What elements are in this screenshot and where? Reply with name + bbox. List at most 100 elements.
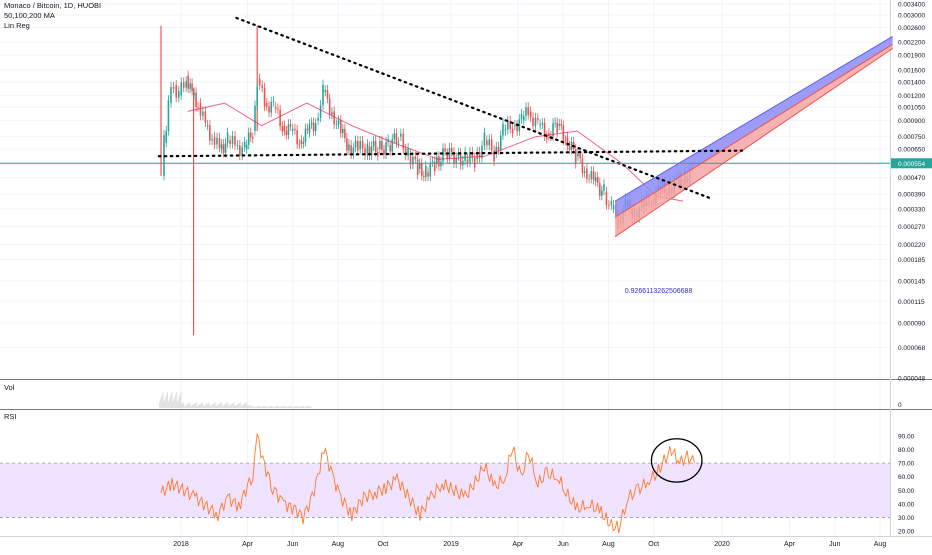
candle-body xyxy=(601,190,603,196)
candle-body xyxy=(389,145,391,152)
volume-bar xyxy=(183,402,185,408)
volume-bar xyxy=(233,402,235,408)
time-tick-label: 2018 xyxy=(173,541,189,548)
ma-indicator-label[interactable]: 50,100,200 MA xyxy=(4,11,55,20)
volume-bar xyxy=(256,406,257,408)
candle-body xyxy=(211,139,213,141)
volume-bar xyxy=(257,406,258,408)
candle-body xyxy=(285,131,288,135)
candle-body xyxy=(610,201,613,206)
candle-body xyxy=(560,123,563,126)
time-tick-label: 2019 xyxy=(443,541,459,548)
candle-body xyxy=(527,107,530,116)
volume-bar xyxy=(159,402,160,408)
candle-body xyxy=(281,126,284,132)
volume-bar xyxy=(299,406,301,408)
volume-bar xyxy=(177,402,178,408)
rsi-pane-label[interactable]: RSI xyxy=(4,412,17,421)
candle-body xyxy=(554,122,556,124)
price-tick-label: 0.003400 xyxy=(898,2,925,9)
candle-body xyxy=(256,86,258,106)
candle-body xyxy=(566,136,569,147)
volume-bar xyxy=(303,407,305,408)
candle-body xyxy=(442,148,444,162)
candle-body xyxy=(383,149,385,155)
volume-bar xyxy=(178,397,180,408)
candle-body xyxy=(368,146,371,156)
volume-bar xyxy=(309,405,311,408)
symbol-title[interactable]: Monaco / Bitcoin, 1D, HUOBI xyxy=(4,1,102,10)
volume-bar xyxy=(202,402,203,408)
candle-body xyxy=(537,117,539,120)
rsi-highlight-ellipse xyxy=(650,438,703,483)
linreg-indicator-label[interactable]: Lin Reg xyxy=(4,21,30,30)
candle-body xyxy=(495,146,498,154)
candle-body xyxy=(483,132,486,146)
candle-body xyxy=(261,85,263,88)
volume-bar xyxy=(171,392,173,408)
volume-bar xyxy=(281,406,283,408)
candle-body xyxy=(433,161,436,172)
rsi-pane: 90.00 80.00 70.00 60.00 50.00 40.00 30.00 20.00 xyxy=(0,434,915,536)
volume-bar xyxy=(265,405,266,408)
volume-bar xyxy=(186,404,188,408)
candle-body xyxy=(592,171,595,180)
candle-body xyxy=(481,145,483,158)
candle-body xyxy=(529,111,532,118)
volume-bar xyxy=(162,392,164,408)
volume-bar xyxy=(235,405,237,408)
volume-bar xyxy=(303,405,304,408)
volume-bar xyxy=(307,406,309,408)
time-tick-label: Apr xyxy=(512,541,524,548)
candle-body xyxy=(258,78,261,86)
volume-bar xyxy=(258,405,260,408)
candle-body xyxy=(466,159,469,163)
volume-bar xyxy=(216,405,218,408)
candle-body xyxy=(175,85,177,98)
volume-bar xyxy=(223,404,225,408)
candle-body xyxy=(191,83,193,91)
volume-bar xyxy=(220,403,221,408)
candle-body xyxy=(356,140,359,151)
volume-bar xyxy=(244,403,246,408)
volume-bar xyxy=(243,404,245,408)
candle-body xyxy=(314,123,317,132)
regression-channel-lower-line xyxy=(614,48,893,238)
volume-bar xyxy=(159,399,161,408)
candle-body xyxy=(245,144,248,150)
price-tick-label: 0.000750 xyxy=(898,134,925,141)
candle-body xyxy=(558,123,561,126)
price-tick-label: 0.000185 xyxy=(898,257,925,264)
volume-pane-label[interactable]: Vol xyxy=(4,383,15,392)
volume-bar xyxy=(204,405,205,408)
candle-body xyxy=(541,122,544,125)
volume-bar xyxy=(213,403,214,408)
volume-bar xyxy=(222,405,224,408)
candle-body xyxy=(414,156,417,160)
candle-body xyxy=(296,130,298,145)
price-tick-label: 0.001200 xyxy=(898,93,925,100)
volume-bar xyxy=(231,404,232,408)
candle-body xyxy=(337,120,340,125)
volume-bar xyxy=(180,392,182,408)
time-tick-label: Aug xyxy=(874,541,887,548)
candle-body xyxy=(418,163,421,169)
candle-body xyxy=(448,148,451,159)
candle-body xyxy=(612,205,615,209)
candle-body xyxy=(220,144,223,150)
candle-body xyxy=(328,98,331,115)
candle-body xyxy=(402,133,405,149)
volume-bar xyxy=(163,402,165,408)
candlesticks xyxy=(163,70,694,233)
candle-body xyxy=(239,145,241,156)
candle-body xyxy=(287,124,290,135)
volume-bar xyxy=(245,403,247,408)
volume-bar xyxy=(304,406,306,408)
candle-body xyxy=(574,149,577,165)
candle-body xyxy=(335,124,338,126)
volume-bar xyxy=(172,402,174,408)
time-tick-label: 2020 xyxy=(714,541,730,548)
candle-body xyxy=(308,124,311,134)
volume-bar xyxy=(275,406,276,408)
